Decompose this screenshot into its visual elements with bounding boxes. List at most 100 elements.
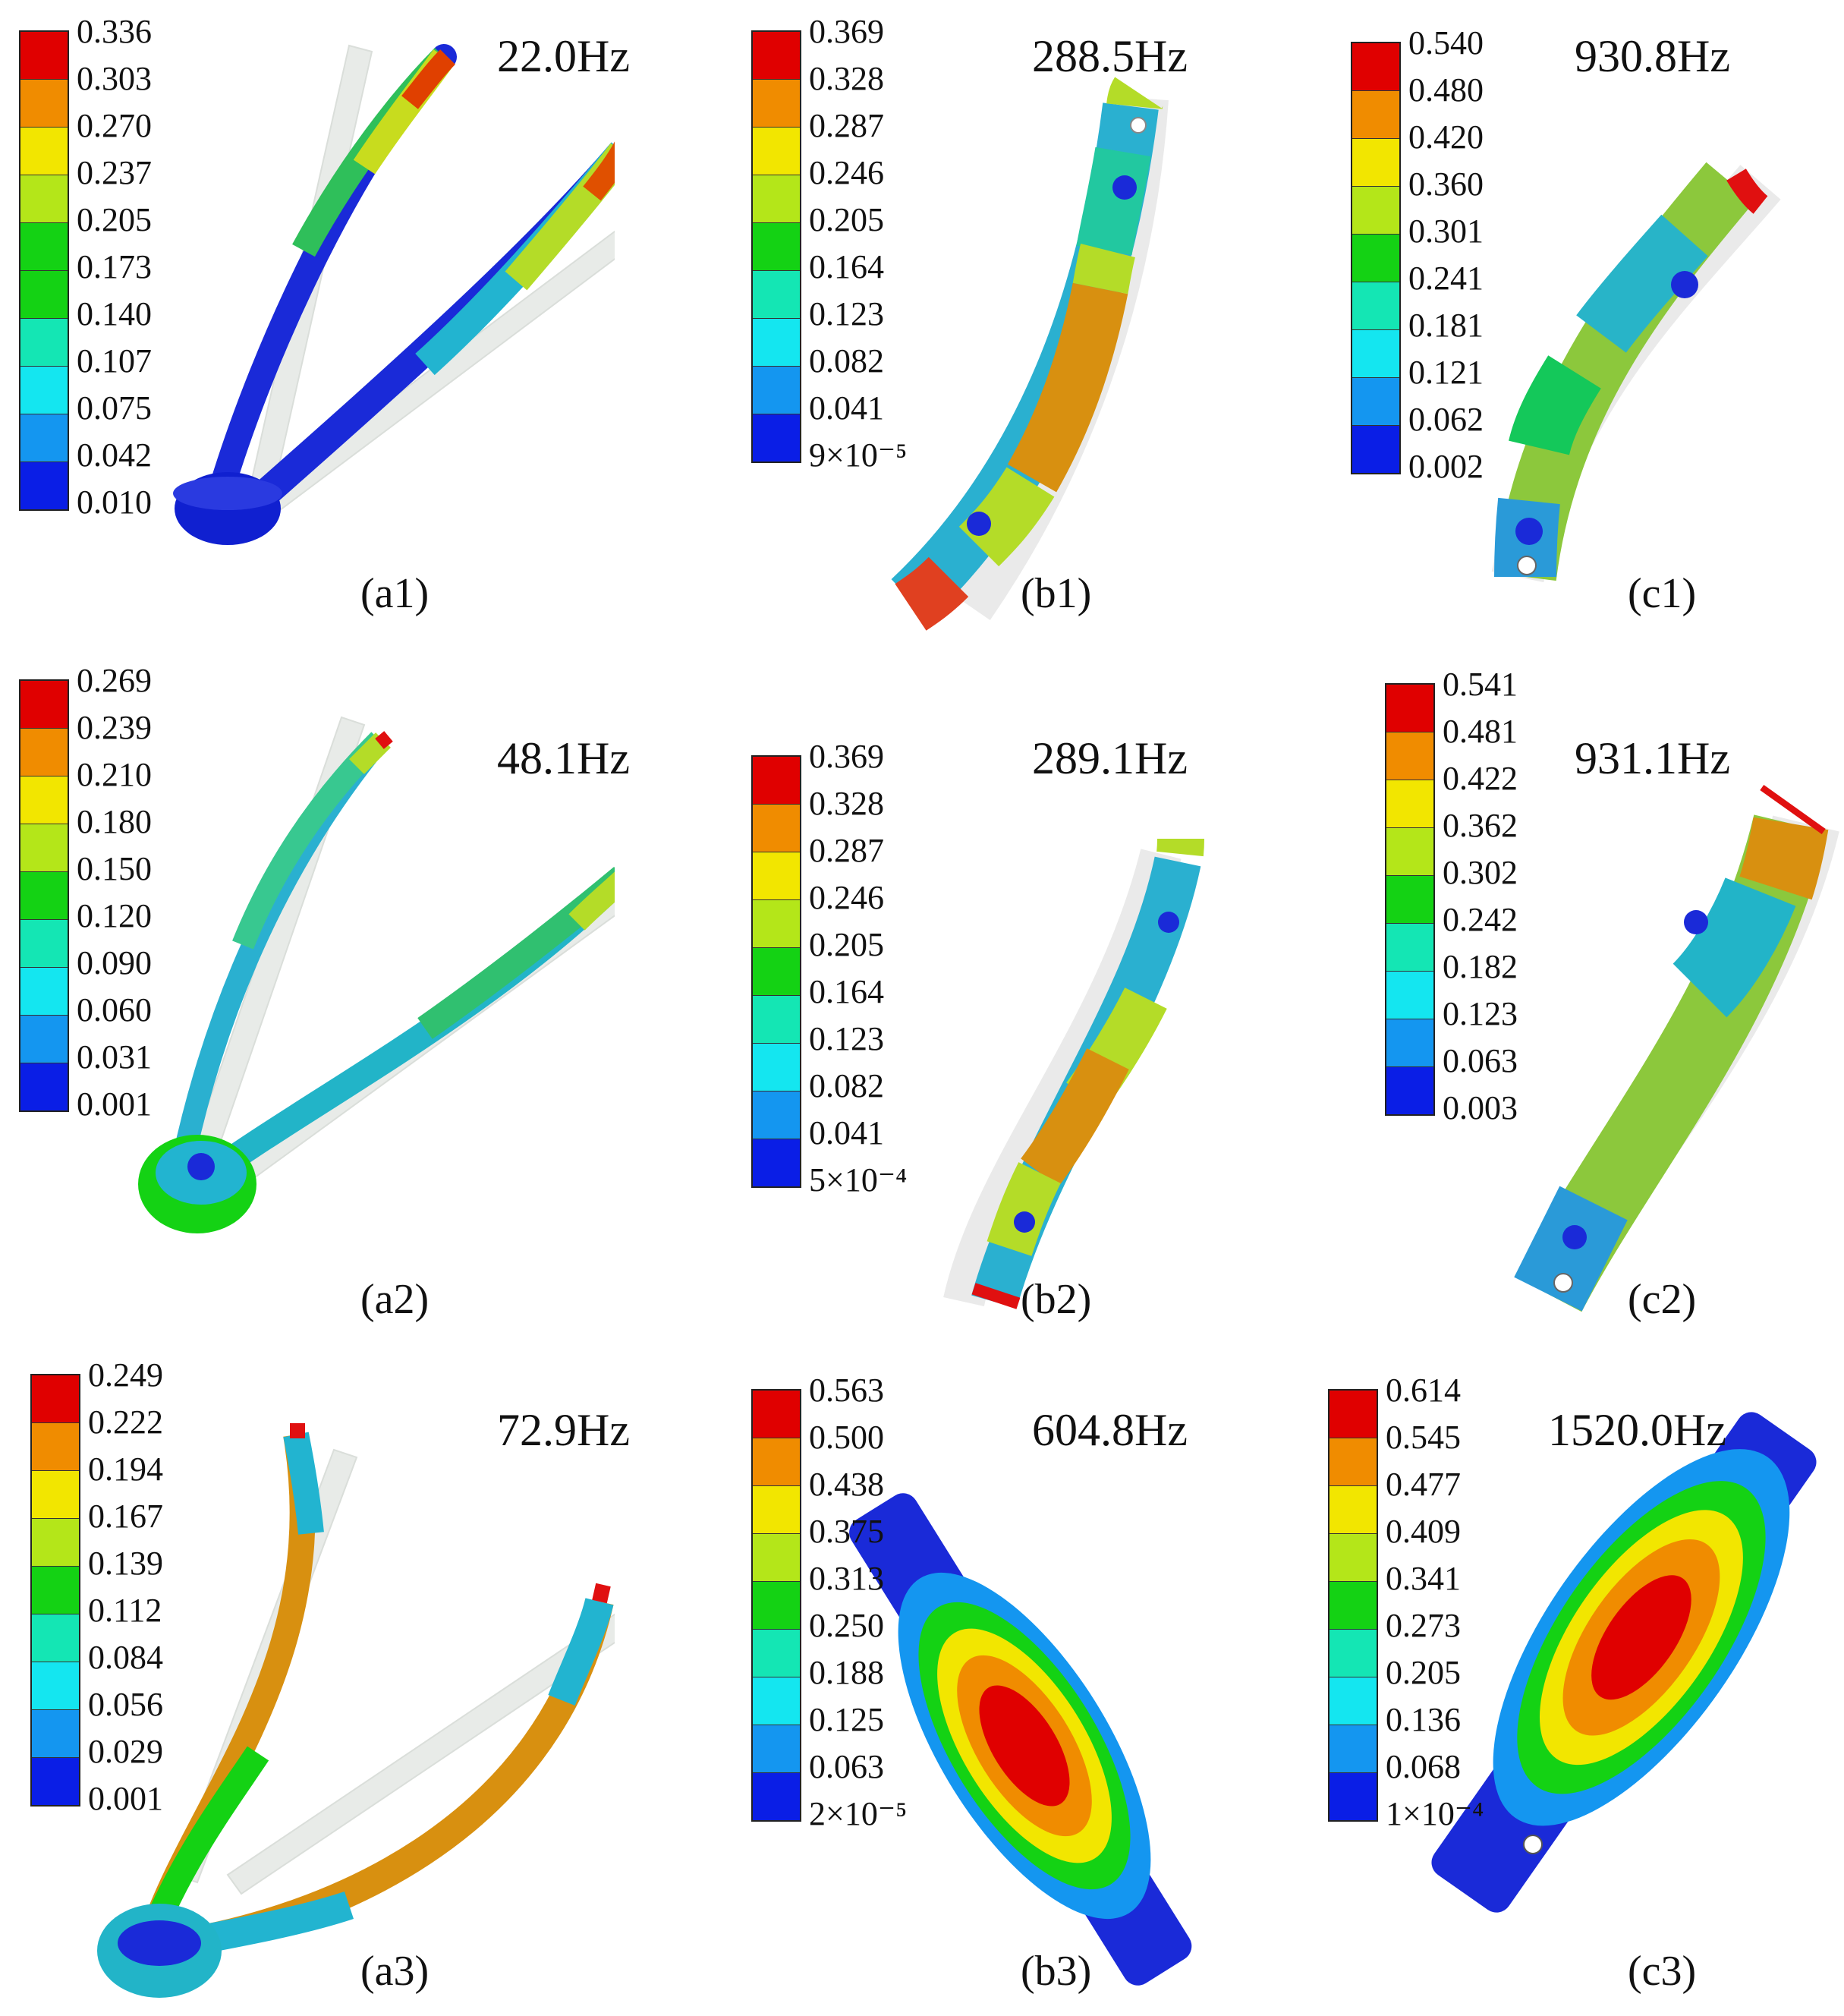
legend-tick-a3-9: 0.001: [88, 1780, 163, 1817]
legend-swatch-c2-6: [1386, 972, 1433, 1019]
legend-swatch-a1-9: [20, 462, 68, 509]
legend-tick-b3-2: 0.438: [809, 1466, 884, 1503]
legend-tick-b2-4: 0.205: [809, 926, 884, 963]
legend-swatch-b3-8: [753, 1773, 800, 1820]
legend-tick-a2-9: 0.001: [77, 1085, 152, 1123]
legend-swatch-c1-0: [1352, 43, 1399, 91]
legend-tick-c2-6: 0.182: [1443, 948, 1518, 985]
frequency-a3: 72.9Hz: [497, 1405, 630, 1455]
legend-swatch-b3-0: [753, 1391, 800, 1438]
legend-swatch-a1-8: [20, 414, 68, 462]
legend-tick-a1-8: 0.075: [77, 389, 152, 427]
frequency-a2: 48.1Hz: [497, 733, 630, 783]
legend-tick-b3-7: 0.125: [809, 1701, 884, 1738]
legend-swatch-c2-5: [1386, 924, 1433, 972]
legend-swatch-a2-2: [20, 776, 68, 824]
mode-shape-b1: [891, 77, 1169, 631]
legend-tick-c2-2: 0.422: [1443, 760, 1518, 797]
legend-swatch-c2-8: [1386, 1067, 1433, 1114]
legend-tick-b1-8: 0.041: [809, 389, 884, 427]
legend-swatch-a1-3: [20, 175, 68, 223]
legend-swatch-b1-7: [753, 367, 800, 414]
panel-b1: 0.369 0.328 0.287 0.246 0.205 0.164 0.123 0.082…: [615, 0, 1229, 672]
legend-swatch-c2-1: [1386, 732, 1433, 780]
label-a3: (a3): [360, 1948, 430, 1995]
legend-swatch-b2-1: [753, 805, 800, 852]
legend-swatch-a3-7: [32, 1710, 79, 1758]
mode-shape-a2: [138, 716, 615, 1233]
legend-swatch-c1-4: [1352, 235, 1399, 282]
mode-shape-c1: [1491, 162, 1781, 583]
legend-swatch-b3-5: [753, 1630, 800, 1677]
legend-tick-a2-1: 0.239: [77, 709, 152, 746]
legend-tick-b2-0: 0.369: [809, 738, 884, 775]
legend-swatch-b2-8: [753, 1139, 800, 1186]
legend-tick-b1-4: 0.205: [809, 201, 884, 238]
legend-swatch-c2-7: [1386, 1019, 1433, 1067]
legend-tick-c1-5: 0.241: [1408, 260, 1484, 297]
mode-shape-b3: [849, 1493, 1192, 1986]
legend-swatch-a2-7: [20, 1016, 68, 1063]
legend-tick-c3-4: 0.341: [1386, 1560, 1461, 1597]
legend-swatch-a1-1: [20, 80, 68, 128]
legend-tick-c3-6: 0.205: [1386, 1654, 1461, 1691]
legend-tick-b3-0: 0.563: [809, 1372, 884, 1409]
legend-swatch-b2-5: [753, 996, 800, 1044]
legend-swatch-a3-5: [32, 1614, 79, 1662]
legend-tick-b2-8: 0.041: [809, 1114, 884, 1151]
legend-swatch-a1-2: [20, 128, 68, 175]
legend-bar-c2: [1385, 683, 1435, 1116]
legend-bar-c3: [1328, 1389, 1378, 1822]
legend-tick-b3-3: 0.375: [809, 1513, 884, 1550]
panel-b2: 0.369 0.328 0.287 0.246 0.205 0.164 0.123 0.082…: [615, 672, 1229, 1343]
legend-swatch-c1-6: [1352, 330, 1399, 378]
legend-swatch-c3-5: [1330, 1630, 1377, 1677]
legend-tick-a1-2: 0.270: [77, 107, 152, 144]
legend-swatch-a3-1: [32, 1423, 79, 1471]
legend-swatch-b3-6: [753, 1677, 800, 1725]
legend-tick-b2-7: 0.082: [809, 1067, 884, 1104]
legend-tick-a3-1: 0.222: [88, 1403, 163, 1441]
legend-tick-c2-7: 0.123: [1443, 995, 1518, 1032]
legend-swatch-c1-5: [1352, 282, 1399, 330]
label-a2: (a2): [360, 1276, 430, 1323]
legend-tick-b2-3: 0.246: [809, 879, 884, 916]
legend-tick-c1-8: 0.062: [1408, 401, 1484, 438]
legend-tick-c3-9: 1×10⁻⁴: [1386, 1795, 1484, 1832]
legend-swatch-c3-1: [1330, 1438, 1377, 1486]
legend-tick-b3-1: 0.500: [809, 1419, 884, 1456]
legend-tick-c2-5: 0.242: [1443, 901, 1518, 938]
legend-swatch-b2-4: [753, 948, 800, 996]
legend-swatch-a1-4: [20, 223, 68, 271]
legend-swatch-c3-6: [1330, 1677, 1377, 1725]
frequency-c1: 930.8Hz: [1575, 31, 1730, 81]
legend-swatch-b1-5: [753, 271, 800, 319]
legend-tick-b2-6: 0.123: [809, 1020, 884, 1057]
legend-tick-a1-9: 0.042: [77, 436, 152, 474]
legend-bar-c1: [1351, 42, 1401, 474]
legend-tick-a1-6: 0.140: [77, 295, 152, 332]
legend-swatch-a2-4: [20, 872, 68, 920]
legend-swatch-a2-1: [20, 729, 68, 776]
legend-tick-a1-5: 0.173: [77, 248, 152, 285]
legend-tick-c3-5: 0.273: [1386, 1607, 1461, 1644]
legend-swatch-c3-7: [1330, 1725, 1377, 1773]
legend-swatch-a3-0: [32, 1375, 79, 1423]
legend-swatch-c1-2: [1352, 139, 1399, 187]
legend-swatch-b3-3: [753, 1534, 800, 1582]
legend-swatch-c3-4: [1330, 1582, 1377, 1630]
panel-a3: 0.249 0.222 0.194 0.167 0.139 0.112 0.084 0.056…: [0, 1343, 630, 2015]
legend-tick-b1-0: 0.369: [809, 13, 884, 50]
legend-tick-b1-6: 0.123: [809, 295, 884, 332]
legend-tick-b3-6: 0.188: [809, 1654, 884, 1691]
frequency-c3: 1520.0Hz: [1548, 1405, 1726, 1455]
legend-swatch-a1-6: [20, 319, 68, 367]
legend-swatch-c3-3: [1330, 1534, 1377, 1582]
label-c3: (c3): [1628, 1948, 1697, 1995]
legend-tick-c2-4: 0.302: [1443, 854, 1518, 891]
legend-tick-c2-8: 0.063: [1443, 1042, 1518, 1079]
legend-swatch-b2-6: [753, 1044, 800, 1091]
mode-shape-c2: [1514, 784, 1839, 1312]
legend-swatch-b2-2: [753, 852, 800, 900]
legend-tick-b2-1: 0.328: [809, 785, 884, 822]
